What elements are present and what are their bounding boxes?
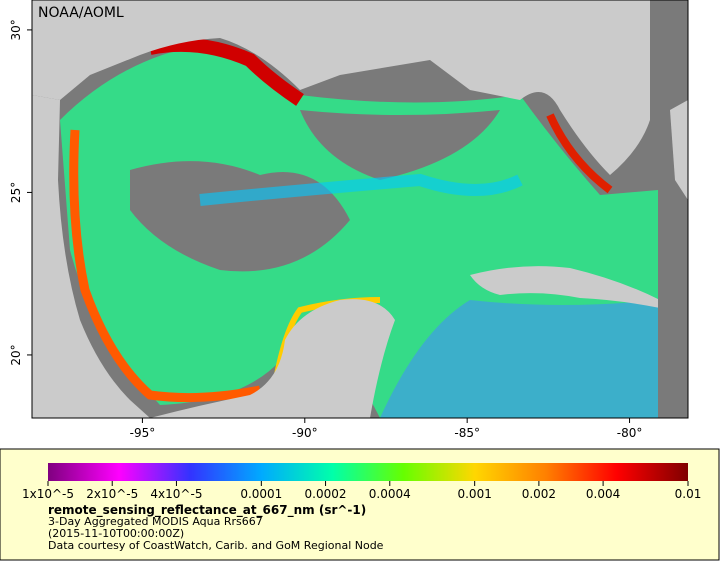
no-data-east [658, 0, 688, 418]
colorbar [48, 463, 688, 481]
water-reflectance [199, 173, 523, 206]
colorbar-tick-label: 0.004 [586, 487, 620, 501]
label-bg [33, 1, 133, 23]
dataset-name: 3-Day Aggregated MODIS Aqua Rrs667 [48, 515, 263, 528]
credit: Data courtesy of CoastWatch, Carib. and … [48, 539, 384, 552]
x-tick-label: -80° [617, 426, 643, 440]
x-tick-label: -90° [292, 426, 318, 440]
colorbar-tick-label: 1x10^-5 [22, 487, 74, 501]
no-data-patch [300, 110, 500, 180]
colorbar-tick-label: 0.002 [522, 487, 556, 501]
axis-ticks: -95° -90° -85° -80° 20° 25° 30° [9, 19, 642, 440]
water-reflectance [380, 300, 658, 418]
map-area [32, 0, 688, 418]
coastal-turbidity [148, 37, 304, 106]
map-frame [31, 0, 689, 419]
coastal-turbidity [546, 113, 613, 194]
y-tick-label: 20° [9, 344, 23, 365]
colorbar-tick-label: 0.0001 [240, 487, 282, 501]
colorbar-tick-label: 2x10^-5 [86, 487, 138, 501]
colorbar-tick-label: 0.0004 [369, 487, 411, 501]
colorbar-ticks: 1x10^-5 2x10^-5 4x10^-5 0.0001 0.0002 0.0004 0… [22, 481, 701, 501]
x-tick-label: -95° [130, 426, 156, 440]
colorbar-tick-label: 4x10^-5 [150, 487, 202, 501]
land-cuba [470, 266, 660, 308]
land-mexico [32, 95, 150, 418]
land-north-america [32, 0, 650, 175]
land-bahamas [670, 100, 688, 200]
x-tick-label: -85° [454, 426, 480, 440]
colorbar-tick-label: 0.01 [675, 487, 702, 501]
variable-name: remote_sensing_reflectance_at_667_nm (sr… [48, 503, 366, 518]
y-tick-label: 25° [9, 182, 23, 203]
colorbar-tick-label: 0.001 [457, 487, 491, 501]
time: (2015-11-10T00:00:00Z) [48, 527, 184, 540]
y-tick-label: 30° [9, 19, 23, 40]
coastal-turbidity [69, 129, 261, 403]
map-title: NOAA/AOML [38, 5, 124, 21]
land-yucatan [150, 299, 395, 418]
colorbar-tick-label: 0.0002 [305, 487, 347, 501]
